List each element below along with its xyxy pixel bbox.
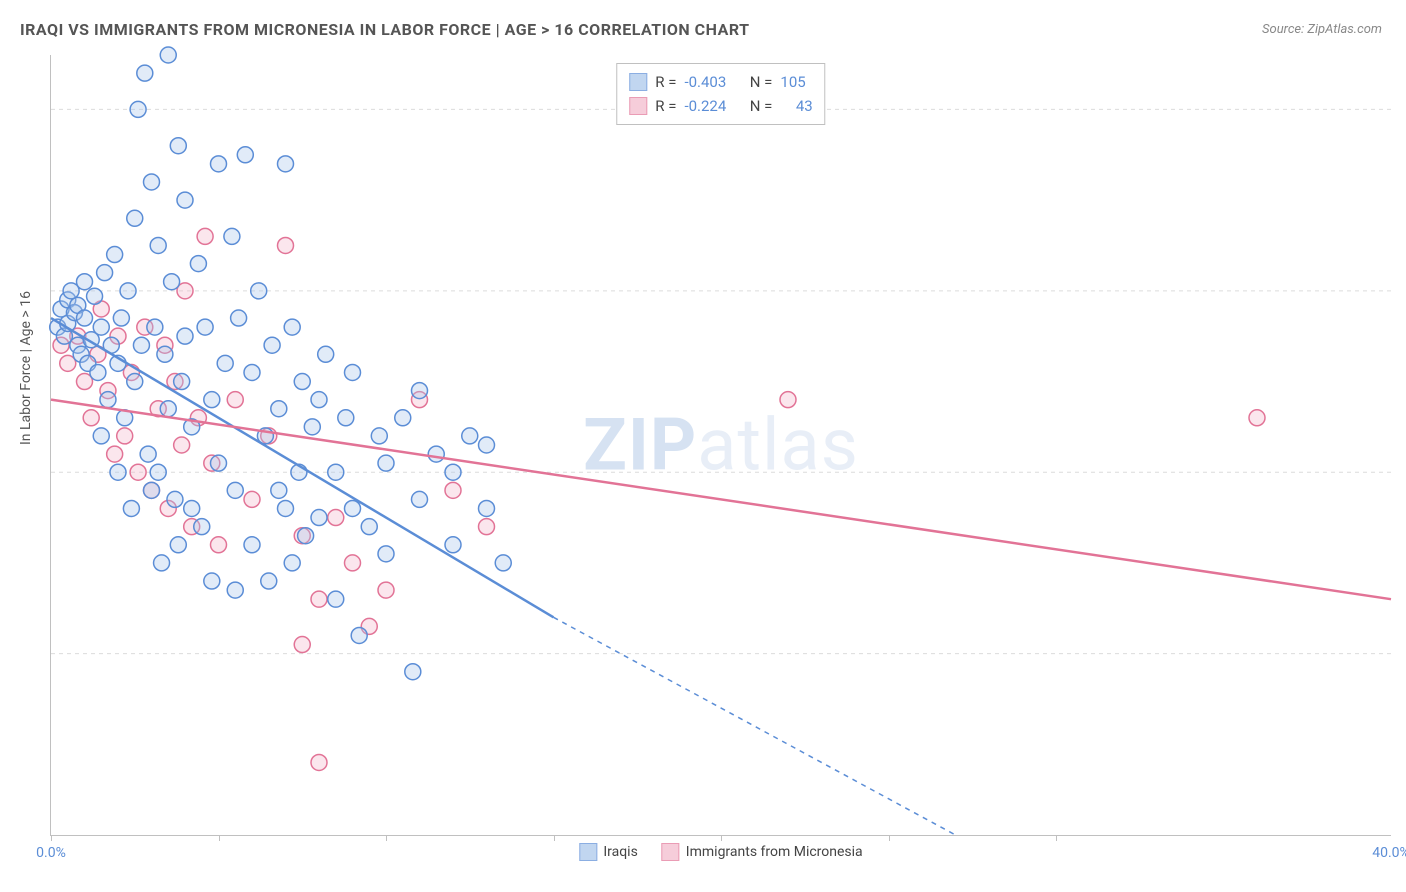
r-label: R = <box>655 94 676 118</box>
legend-label-micronesia: Immigrants from Micronesia <box>686 844 863 860</box>
x-tick-label: 0.0% <box>36 845 66 861</box>
chart-plot-area: ZIPatlas 50.0%60.0%70.0%80.0% 0.0%40.0% … <box>50 55 1391 836</box>
n-value-iraqis: 105 <box>780 70 805 94</box>
y-tick-label: 60.0% <box>1401 464 1406 480</box>
n-value-micronesia: 43 <box>796 94 813 118</box>
swatch-micronesia-bottom <box>662 843 680 861</box>
legend-row-micronesia: R = -0.224 N = 43 <box>629 94 812 118</box>
swatch-micronesia <box>629 97 647 115</box>
x-tick <box>889 835 890 841</box>
chart-title: IRAQI VS IMMIGRANTS FROM MICRONESIA IN L… <box>20 20 750 39</box>
n-label: N = <box>750 70 773 94</box>
r-label: R = <box>655 70 676 94</box>
x-tick <box>721 835 722 841</box>
r-value-micronesia: -0.224 <box>684 94 726 118</box>
x-tick <box>1056 835 1057 841</box>
series-legend: Iraqis Immigrants from Micronesia <box>579 843 862 861</box>
x-tick <box>554 835 555 841</box>
legend-row-iraqis: R = -0.403 N = 105 <box>629 70 812 94</box>
y-axis-label: In Labor Force | Age > 16 <box>18 291 34 445</box>
y-tick-label: 70.0% <box>1401 283 1406 299</box>
source-attribution: Source: ZipAtlas.com <box>1262 22 1382 37</box>
swatch-iraqis <box>629 73 647 91</box>
y-tick-label: 80.0% <box>1401 101 1406 117</box>
x-tick <box>386 835 387 841</box>
y-tick-label: 50.0% <box>1401 646 1406 662</box>
x-tick-label: 40.0% <box>1372 845 1406 861</box>
correlation-legend: R = -0.403 N = 105 R = -0.224 N = 43 <box>616 63 825 125</box>
scatter-svg <box>51 55 1391 835</box>
legend-item-iraqis: Iraqis <box>579 843 637 861</box>
swatch-iraqis-bottom <box>579 843 597 861</box>
legend-item-micronesia: Immigrants from Micronesia <box>662 843 863 861</box>
x-tick <box>51 835 52 841</box>
n-label: N = <box>750 94 773 118</box>
r-value-iraqis: -0.403 <box>684 70 726 94</box>
legend-label-iraqis: Iraqis <box>603 844 637 860</box>
x-tick <box>219 835 220 841</box>
